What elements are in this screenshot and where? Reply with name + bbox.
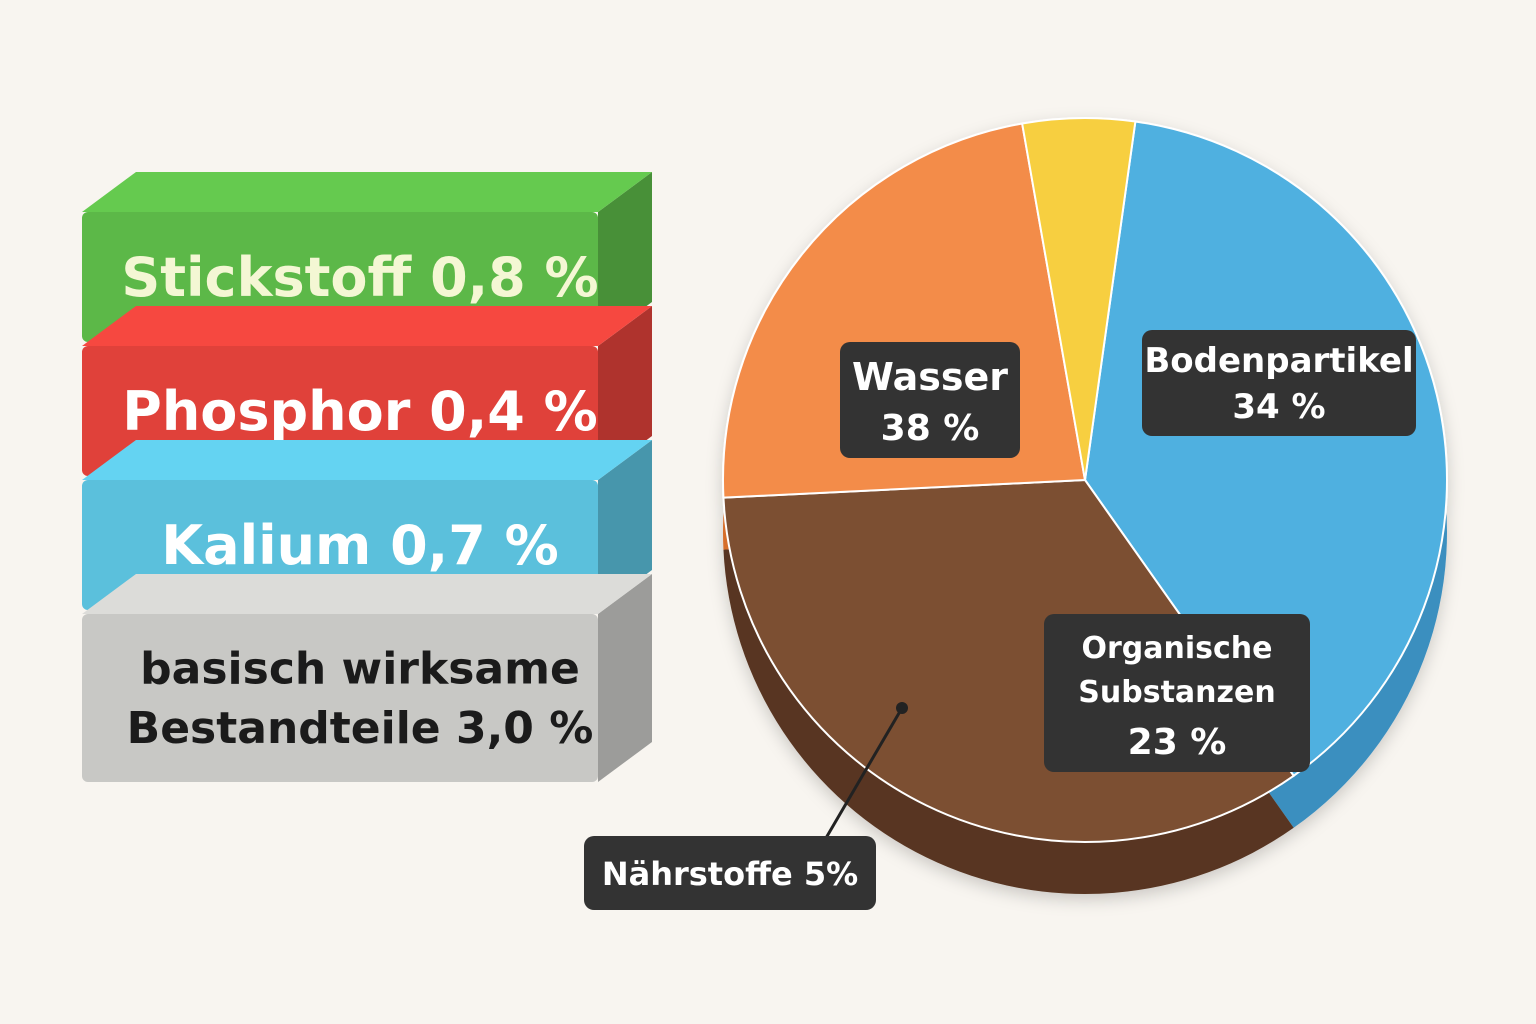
soil-composition-pie	[722, 117, 1449, 894]
nutrient-block-stack: Stickstoff 0,8 % Phosphor 0,4 % Kalium 0,7…	[82, 172, 652, 782]
callout-organisch-line2: Substanzen	[1078, 675, 1275, 710]
naehrstoffe-leader	[824, 702, 908, 839]
callout-boden-value: 34 %	[1232, 387, 1325, 427]
block-side	[598, 574, 652, 782]
callout-naehrstoffe: Nährstoffe 5%	[584, 836, 876, 910]
block-label: Phosphor 0,4 %	[122, 380, 597, 443]
pie-slice-n-hrstoffe	[1020, 117, 1137, 481]
block-label: Bestandteile 3,0 %	[127, 703, 594, 754]
block-top	[82, 172, 652, 212]
block-front	[82, 614, 598, 782]
callout-wasser-name: Wasser	[852, 355, 1008, 399]
block-top	[82, 574, 652, 614]
callout-organisch-value: 23 %	[1128, 722, 1227, 763]
block-side	[598, 306, 652, 476]
callout-organische-substanzen: Organische Substanzen 23 %	[1044, 614, 1310, 772]
block-label: basisch wirksame	[140, 644, 580, 695]
block-4: basisch wirksame Bestandteile 3,0 %	[82, 574, 652, 782]
pie-slice-wasser	[1083, 120, 1449, 778]
callout-naehrstoffe-text: Nährstoffe 5%	[602, 855, 858, 893]
callout-bodenpartikel: Bodenpartikel 34 %	[1142, 330, 1416, 436]
callout-boden-name: Bodenpartikel	[1144, 341, 1413, 381]
block-top	[82, 306, 652, 346]
callout-wasser: Wasser 38 %	[840, 342, 1020, 458]
block-label: Kalium 0,7 %	[161, 514, 558, 577]
callout-wasser-value: 38 %	[881, 408, 980, 449]
block-side	[598, 172, 652, 342]
block-side	[598, 440, 652, 610]
callout-organisch-line1: Organische	[1081, 631, 1272, 666]
block-top	[82, 440, 652, 480]
block-label: Stickstoff 0,8 %	[121, 246, 598, 309]
